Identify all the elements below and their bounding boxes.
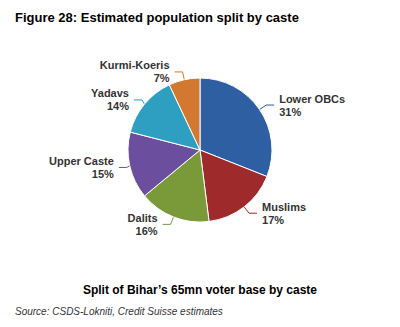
svg-text:Yadavs: Yadavs	[91, 87, 129, 99]
svg-text:17%: 17%	[262, 214, 284, 226]
svg-text:15%: 15%	[92, 168, 114, 180]
svg-text:Split of Bihar’s 65mn voter ba: Split of Bihar’s 65mn voter base by cast…	[83, 283, 317, 297]
svg-text:Lower OBCs: Lower OBCs	[279, 93, 345, 105]
svg-text:Dalits: Dalits	[128, 212, 158, 224]
svg-text:31%: 31%	[279, 106, 301, 118]
svg-text:7%: 7%	[154, 72, 170, 84]
svg-text:Upper Caste: Upper Caste	[49, 155, 114, 167]
svg-text:Figure 28: Estimated populatio: Figure 28: Estimated population split by…	[15, 10, 299, 25]
svg-text:Muslims: Muslims	[262, 201, 306, 213]
svg-text:Source: CSDS-Lokniti, Credit S: Source: CSDS-Lokniti, Credit Suisse esti…	[15, 306, 223, 317]
svg-text:Kurmi-Koeris: Kurmi-Koeris	[100, 59, 170, 71]
svg-text:16%: 16%	[136, 225, 158, 237]
svg-text:14%: 14%	[107, 100, 129, 112]
